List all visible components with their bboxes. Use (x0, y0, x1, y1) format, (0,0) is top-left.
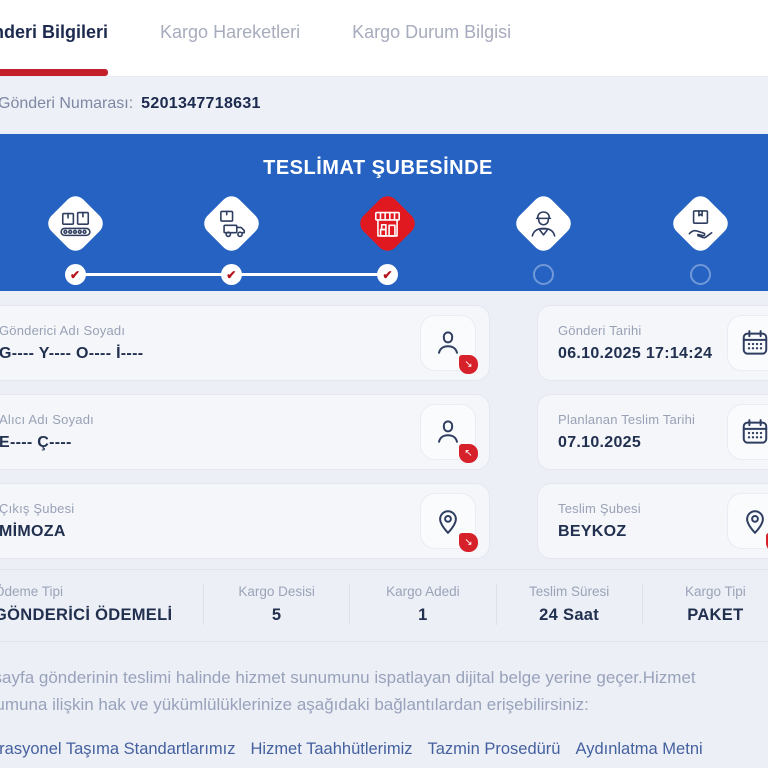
footer-links: Operasyonel Taşıma Standartlarımız Hizme… (0, 740, 768, 759)
tab-kargo-durum-bilgisi[interactable]: Kargo Durum Bilgisi (352, 22, 512, 42)
delivery-branch-value: BEYKOZ (558, 523, 627, 540)
tab-bar: Gönderi Bilgileri Kargo Hareketleri Karg… (0, 0, 768, 77)
sender-value: G---- Y---- O---- İ---- (0, 345, 144, 362)
status-title: TESLİMAT ŞUBESİNDE (263, 157, 493, 179)
branch-store-icon (363, 199, 411, 247)
check-icon: ✔ (382, 267, 393, 282)
receiver-label: Alıcı Adı Soyadı (0, 412, 94, 427)
outgoing-arrow-badge: ↘ (459, 533, 478, 552)
tab-gonderi-bilgileri[interactable]: Gönderi Bilgileri (0, 0, 109, 76)
receiver-value: E---- Ç---- (0, 434, 72, 451)
conveyor-boxes-icon (51, 199, 99, 247)
link-hizmet-taahhutlerimiz[interactable]: Hizmet Taahhütlerimiz (250, 740, 413, 758)
step-kargo-kabul: ✔ (43, 191, 107, 285)
shipment-number-value: 5201347718631 (141, 95, 261, 112)
outgoing-arrow-badge: ↘ (459, 355, 478, 374)
step-check-dot: ✔ (377, 264, 398, 285)
tab-kargo-hareketleri[interactable]: Kargo Hareketleri (160, 22, 301, 42)
step-check-dot: ✔ (64, 264, 86, 285)
check-icon: ✔ (69, 267, 81, 282)
truck-box-icon (207, 199, 255, 247)
origin-branch-card: Çıkış Şubesi MİMOZA ↘ (0, 483, 490, 559)
link-aydinlatma-metni[interactable]: Aydınlatma Metni (575, 740, 703, 758)
hand-delivery-icon (676, 199, 724, 247)
legal-note-line1: Bu sayfa gönderinin teslimi halinde hizm… (0, 668, 696, 687)
incoming-arrow-badge: ↖ (459, 444, 478, 463)
legal-note-line2: sunumuna ilişkin hak ve yükümlülüklerini… (0, 695, 589, 714)
map-pin-icon: ↖ (727, 493, 768, 552)
progress-steps: ✔ ✔ (0, 191, 768, 285)
shipment-number-label: Gönderi Numarası: (0, 95, 134, 112)
step-empty-dot (689, 264, 711, 285)
info-cards-grid: Gönderici Adı Soyadı G---- Y---- O---- İ… (0, 305, 768, 559)
step-teslimat-subesinde: ✔ (355, 191, 420, 285)
step-dagitimda (511, 191, 576, 285)
stat-kargo-adedi: Kargo Adedi 1 (349, 584, 495, 625)
check-icon: ✔ (226, 267, 237, 282)
incoming-arrow-badge: ↖ (766, 533, 768, 552)
planned-date-value: 07.10.2025 (558, 434, 642, 451)
send-date-card: Gönderi Tarihi 06.10.2025 17:14:24 (537, 305, 768, 381)
send-date-label: Gönderi Tarihi (558, 323, 642, 338)
stat-kargo-tipi: Kargo Tipi PAKET (641, 584, 768, 625)
shipment-stats-strip: Ödeme Tipi GÖNDERİCİ ÖDEMELİ Kargo Desis… (0, 569, 768, 642)
origin-branch-label: Çıkış Şubesi (0, 501, 75, 516)
step-teslim-edildi (668, 191, 732, 285)
stat-teslim-suresi: Teslim Süresi 24 Saat (495, 584, 642, 625)
status-banner: TESLİMAT ŞUBESİNDE (0, 134, 768, 291)
receiver-card: Alıcı Adı Soyadı E---- Ç---- ↖ (0, 394, 490, 470)
shipment-number-bar: Gönderi Numarası: 5201347718631 (0, 77, 768, 131)
delivery-branch-card: Teslim Şubesi BEYKOZ ↖ (537, 483, 768, 559)
planned-date-label: Planlanan Teslim Tarihi (558, 412, 696, 427)
sender-card: Gönderici Adı Soyadı G---- Y---- O---- İ… (0, 305, 490, 381)
delivery-branch-label: Teslim Şubesi (558, 501, 641, 516)
stat-odeme-tipi: Ödeme Tipi GÖNDERİCİ ÖDEMELİ (0, 584, 173, 624)
person-icon: ↖ (420, 404, 478, 463)
legal-note: Bu sayfa gönderinin teslimi halinde hizm… (0, 664, 768, 718)
courier-icon (520, 199, 568, 247)
map-pin-icon: ↘ (420, 493, 478, 552)
stat-kargo-desisi: Kargo Desisi 5 (203, 584, 349, 625)
step-empty-dot (533, 264, 555, 285)
calendar-icon (727, 404, 768, 460)
origin-branch-value: MİMOZA (0, 523, 66, 540)
planned-date-card: Planlanan Teslim Tarihi 07.10.2025 (537, 394, 768, 470)
person-icon: ↘ (420, 315, 478, 374)
sender-label: Gönderici Adı Soyadı (0, 323, 126, 338)
step-tasima: ✔ (199, 191, 264, 285)
link-tazmin-proseduru[interactable]: Tazmin Prosedürü (427, 740, 561, 758)
send-date-value: 06.10.2025 17:14:24 (558, 345, 713, 362)
calendar-icon (727, 315, 768, 371)
link-operasyonel-tasima-standartlarimiz[interactable]: Operasyonel Taşıma Standartlarımız (0, 740, 236, 758)
step-check-dot: ✔ (220, 264, 242, 285)
